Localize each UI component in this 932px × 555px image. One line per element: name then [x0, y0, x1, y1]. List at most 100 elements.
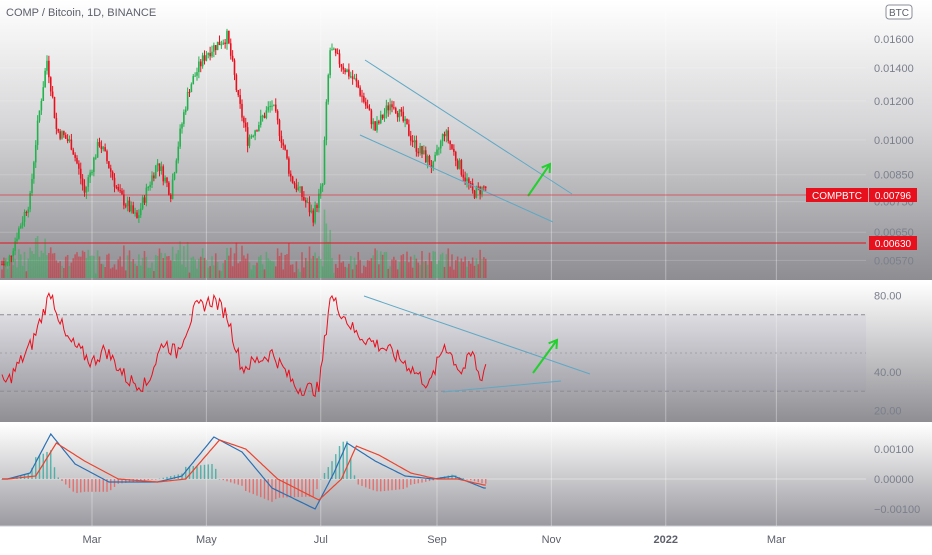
candle-body [98, 141, 101, 147]
candle-body [76, 157, 78, 164]
x-tick-label: Jul [314, 534, 328, 546]
candle-body [104, 147, 106, 152]
volume-bar [256, 262, 258, 278]
candle-body [312, 210, 315, 223]
volume-bar [109, 268, 112, 278]
macd-histogram-bar [31, 467, 33, 479]
macd-histogram-bar [260, 479, 262, 498]
volume-bar [428, 252, 431, 278]
candle-body [10, 255, 13, 257]
volume-bar [192, 256, 195, 278]
volume-bar [261, 264, 264, 278]
volume-bar [303, 267, 305, 278]
macd-histogram-bar [65, 479, 67, 485]
currency-badge[interactable]: BTC [885, 4, 913, 20]
candle-body [53, 96, 56, 118]
x-tick-label: Nov [542, 534, 562, 546]
candle-body [273, 104, 275, 106]
volume-bar [46, 255, 48, 278]
candle-body [160, 166, 163, 171]
volume-bar [27, 258, 30, 278]
macd-histogram-bar [271, 479, 273, 502]
candle-body [282, 142, 285, 146]
macd-histogram-bar [421, 479, 423, 483]
volume-bar [413, 254, 416, 278]
macd-histogram-bar [473, 479, 476, 482]
macd-histogram-bar [53, 467, 56, 479]
volume-bar [333, 272, 335, 278]
macd-histogram-bar [466, 479, 468, 480]
volume-bar [40, 250, 43, 278]
volume-bar [59, 261, 61, 278]
volume-bar [49, 247, 52, 278]
candle-body [276, 111, 279, 121]
price-up-arrow [527, 163, 551, 197]
candle-body [94, 157, 97, 159]
macd-histogram-bar [327, 467, 329, 479]
macd-histogram-bar [398, 479, 401, 490]
candle-body [434, 154, 436, 162]
candle-body [64, 135, 67, 139]
macd-histogram-bar [128, 479, 131, 483]
candle-body [100, 146, 103, 150]
price-tick-label: 0.01600 [874, 34, 914, 46]
candle-body [351, 76, 354, 79]
candle-body [483, 186, 485, 188]
macd-histogram-bar [477, 479, 479, 483]
candle-body [44, 70, 46, 88]
volume-bar [314, 252, 316, 278]
macd-histogram-bar [140, 479, 142, 482]
candle-body [318, 193, 320, 208]
candle-body [130, 205, 133, 212]
candle-body [12, 250, 15, 257]
price-panel-bg [0, 0, 932, 280]
volume-bar [226, 247, 228, 278]
volume-bar [237, 263, 240, 278]
candle-body [471, 183, 474, 191]
volume-bar [100, 263, 103, 278]
candle-body [199, 61, 202, 67]
candle-body [19, 225, 22, 229]
macd-histogram-bar [252, 479, 254, 495]
candle-body [57, 128, 60, 132]
candle-body [188, 91, 191, 93]
macd-histogram-bar [417, 479, 419, 484]
candle-body [261, 115, 264, 117]
candle-body [340, 64, 343, 67]
volume-bar [381, 254, 384, 278]
volume-bar [265, 251, 268, 278]
volume-bar [372, 255, 375, 278]
volume-bar [229, 247, 232, 278]
volume-bar [393, 256, 395, 278]
macd-histogram-bar [335, 454, 337, 479]
candle-body [106, 151, 108, 162]
volume-bar [93, 255, 95, 278]
volume-bar [203, 257, 206, 278]
candle-body [263, 115, 266, 118]
candle-body [96, 141, 99, 158]
volume-bar [186, 242, 189, 278]
volume-bar [282, 269, 285, 278]
volume-bar [258, 256, 260, 278]
macd-layer [1, 432, 487, 510]
volume-bar [334, 264, 337, 278]
volume-bar [143, 250, 146, 278]
volume-bar [451, 254, 453, 278]
volume-bar [449, 266, 451, 278]
volume-bar [168, 256, 170, 278]
volume-bar [460, 258, 463, 278]
candle-body [63, 131, 65, 136]
candle-body [370, 110, 373, 125]
candle-body [226, 30, 228, 45]
macd-histogram-bar [185, 466, 187, 479]
candle-body [336, 53, 339, 55]
volume-bar [344, 266, 346, 278]
macd-histogram-bar [192, 466, 194, 479]
candle-body [385, 105, 388, 114]
volume-bar [439, 254, 442, 278]
volume-bar [228, 255, 230, 278]
volume-bar [289, 264, 292, 278]
candle-body [36, 120, 39, 146]
candle-body [51, 91, 54, 97]
volume-bar [342, 261, 345, 278]
